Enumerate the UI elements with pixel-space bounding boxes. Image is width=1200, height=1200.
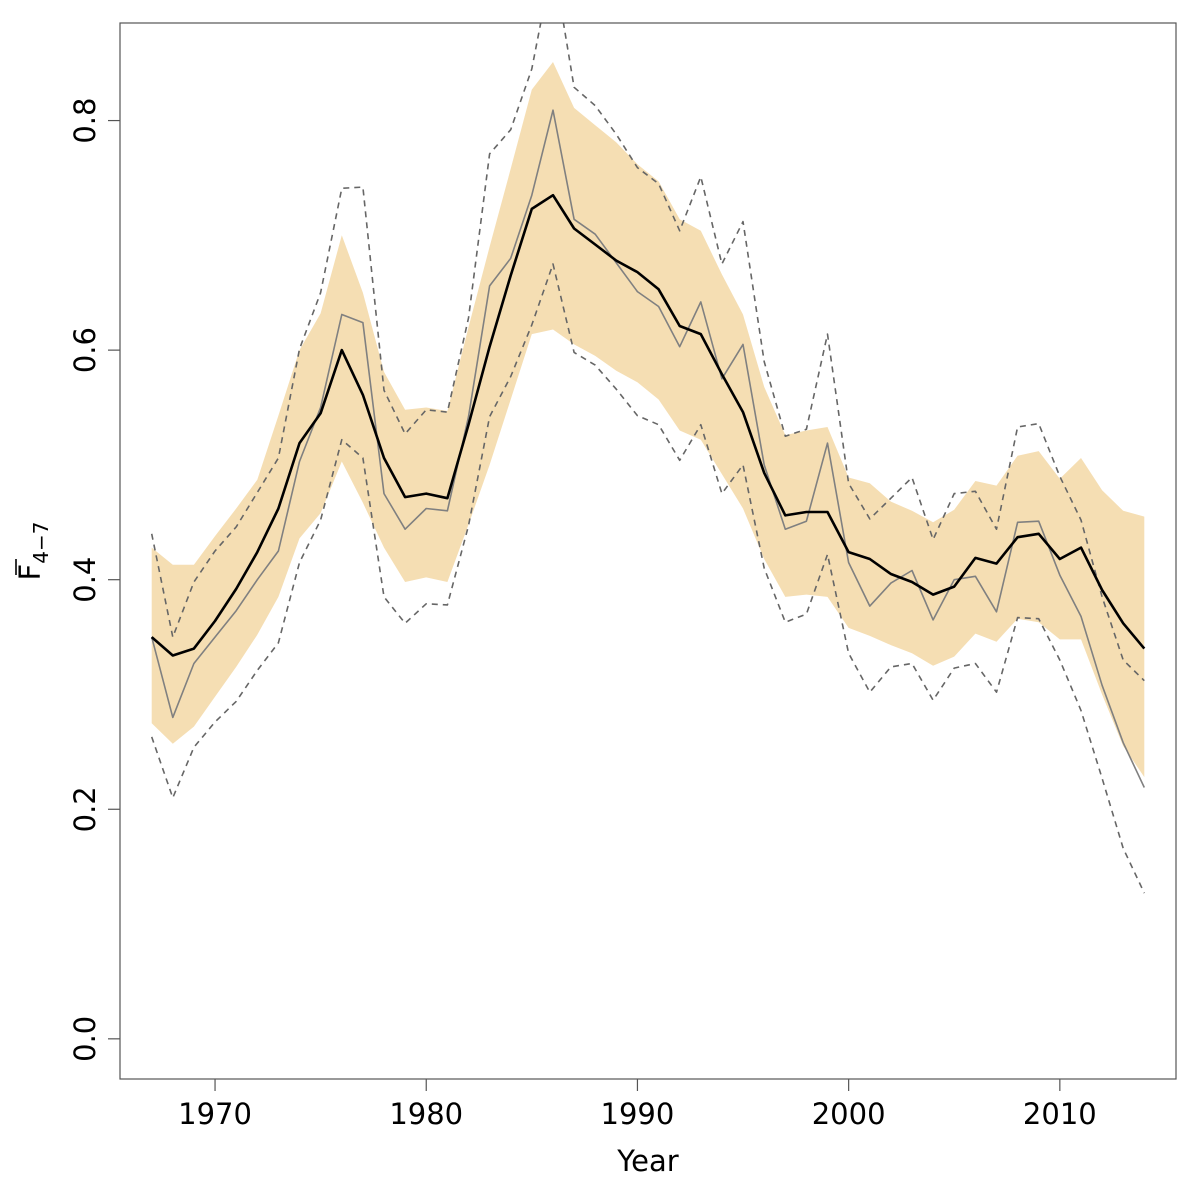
- x-axis: 1970 1980 1990 2000 2010: [178, 1079, 1097, 1131]
- y-tick-label: 0.6: [68, 327, 102, 373]
- y-tick-label: 0.8: [68, 98, 102, 144]
- y-tick-label: 0.4: [68, 557, 102, 603]
- series-layer: [150, 23, 1146, 894]
- confidence-band: [151, 62, 1145, 778]
- estimate-line: [150, 193, 1146, 657]
- y-tick-label: 0.0: [68, 1016, 102, 1062]
- x-tick-label: 2000: [812, 1097, 886, 1131]
- y-tick-label: 0.2: [68, 786, 102, 832]
- observed-lower-dashed-line: [150, 263, 1146, 894]
- x-tick-label: 2010: [1023, 1097, 1097, 1131]
- y-axis: 0.0 0.2 0.4 0.6 0.8: [68, 98, 120, 1062]
- y-axis-title-subscript: 4−7: [29, 522, 53, 564]
- x-axis-title: Year: [616, 1144, 678, 1178]
- x-tick-label: 1980: [389, 1097, 463, 1131]
- x-tick-label: 1970: [178, 1097, 252, 1131]
- svg-text:F4−7: F4−7: [13, 522, 53, 581]
- y-axis-title-main: F: [13, 564, 47, 581]
- observed-upper-dashed-line: [150, 23, 1145, 682]
- plot-frame: [119, 22, 1177, 1080]
- x-tick-label: 1990: [601, 1097, 675, 1131]
- y-axis-title: F4−7: [13, 522, 53, 581]
- plot-area: [150, 23, 1146, 894]
